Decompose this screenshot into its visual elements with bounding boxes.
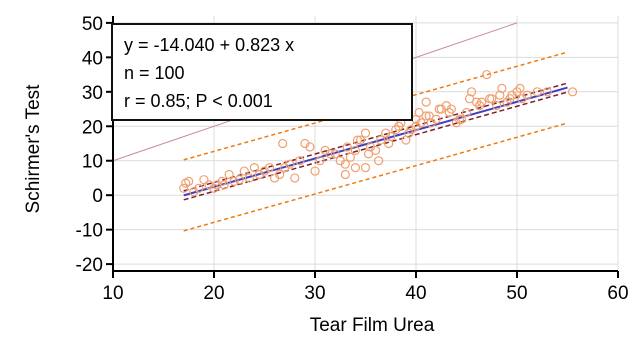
- x-tick-label: 30: [304, 283, 325, 304]
- data-point: [315, 156, 325, 166]
- x-tick-label: 60: [607, 283, 628, 304]
- data-point: [345, 152, 355, 162]
- x-tick-label: 50: [506, 283, 527, 304]
- data-point: [290, 173, 300, 183]
- data-point: [424, 111, 434, 121]
- y-tick-label: -20: [76, 255, 103, 276]
- x-tick-label: 40: [405, 283, 426, 304]
- data-point: [342, 142, 352, 152]
- data-point: [194, 183, 204, 193]
- data-point: [384, 138, 394, 149]
- y-tick-label: 20: [82, 117, 103, 138]
- data-point: [244, 173, 254, 183]
- stats-box: y = -14.040 + 0.823 x n = 100 r = 0.85; …: [111, 23, 413, 121]
- y-tick-label: 0: [92, 186, 103, 207]
- data-point: [522, 90, 532, 100]
- data-point: [461, 107, 472, 118]
- data-point: [371, 145, 381, 155]
- y-tick-label: 10: [82, 152, 103, 173]
- data-point: [239, 166, 249, 176]
- y-tick-label: 40: [82, 48, 103, 69]
- data-point: [421, 111, 431, 121]
- data-point: [340, 169, 350, 180]
- data-point: [264, 163, 275, 173]
- data-point: [456, 114, 467, 124]
- data-point: [234, 175, 244, 185]
- data-point: [542, 87, 552, 97]
- data-point: [325, 149, 335, 159]
- data-point: [446, 104, 456, 114]
- stats-box-frame: [111, 23, 413, 121]
- data-point: [477, 97, 487, 107]
- data-point: [285, 159, 295, 169]
- data-point: [532, 87, 542, 97]
- stats-n: n = 100: [124, 63, 185, 83]
- data-points: [179, 69, 578, 197]
- x-tick-label: 20: [203, 283, 224, 304]
- data-point: [421, 97, 431, 107]
- data-point: [350, 145, 360, 155]
- y-axis-label: Schirmer's Test: [23, 84, 44, 214]
- x-tick-label: 10: [102, 283, 123, 304]
- data-point: [431, 114, 441, 124]
- y-tick-label: 30: [82, 83, 103, 104]
- data-point: [374, 156, 384, 166]
- data-point: [249, 163, 259, 173]
- data-point: [199, 175, 209, 185]
- stats-equation: y = -14.040 + 0.823 x: [124, 35, 294, 55]
- data-point: [360, 128, 371, 138]
- data-point: [184, 176, 194, 187]
- y-tick-label: -10: [76, 221, 103, 242]
- data-point: [229, 176, 239, 187]
- data-point: [416, 118, 426, 128]
- data-point: [482, 69, 492, 80]
- data-point: [305, 142, 315, 152]
- data-point: [219, 180, 229, 190]
- data-point: [466, 87, 477, 97]
- prediction-band-lower: [183, 122, 568, 232]
- data-point: [278, 138, 288, 149]
- data-point: [179, 183, 189, 193]
- axes: -20 -10 0 10 20 30 40 50 10 20 30 40 50 60: [76, 14, 629, 304]
- data-point: [515, 83, 525, 93]
- data-point: [224, 169, 234, 180]
- data-point: [492, 100, 502, 111]
- data-point: [352, 135, 363, 145]
- data-point: [310, 166, 320, 176]
- data-point: [497, 83, 507, 93]
- x-axis-label: Tear Film Urea: [310, 315, 435, 336]
- data-point: [340, 159, 350, 169]
- data-point: [386, 132, 396, 142]
- data-point: [464, 94, 475, 104]
- data-point: [567, 87, 578, 97]
- y-tick-label: 50: [82, 14, 103, 35]
- data-point: [295, 156, 305, 166]
- stats-r-p: r = 0.85; P < 0.001: [124, 91, 273, 111]
- data-point: [363, 149, 374, 159]
- data-point: [355, 135, 366, 145]
- data-point: [414, 107, 424, 118]
- data-point: [487, 94, 497, 104]
- data-point: [376, 135, 386, 145]
- data-point: [330, 149, 340, 159]
- data-point: [350, 163, 360, 173]
- data-point: [495, 90, 505, 100]
- data-point: [275, 169, 285, 180]
- data-point: [360, 163, 371, 173]
- regression-line: [183, 86, 568, 197]
